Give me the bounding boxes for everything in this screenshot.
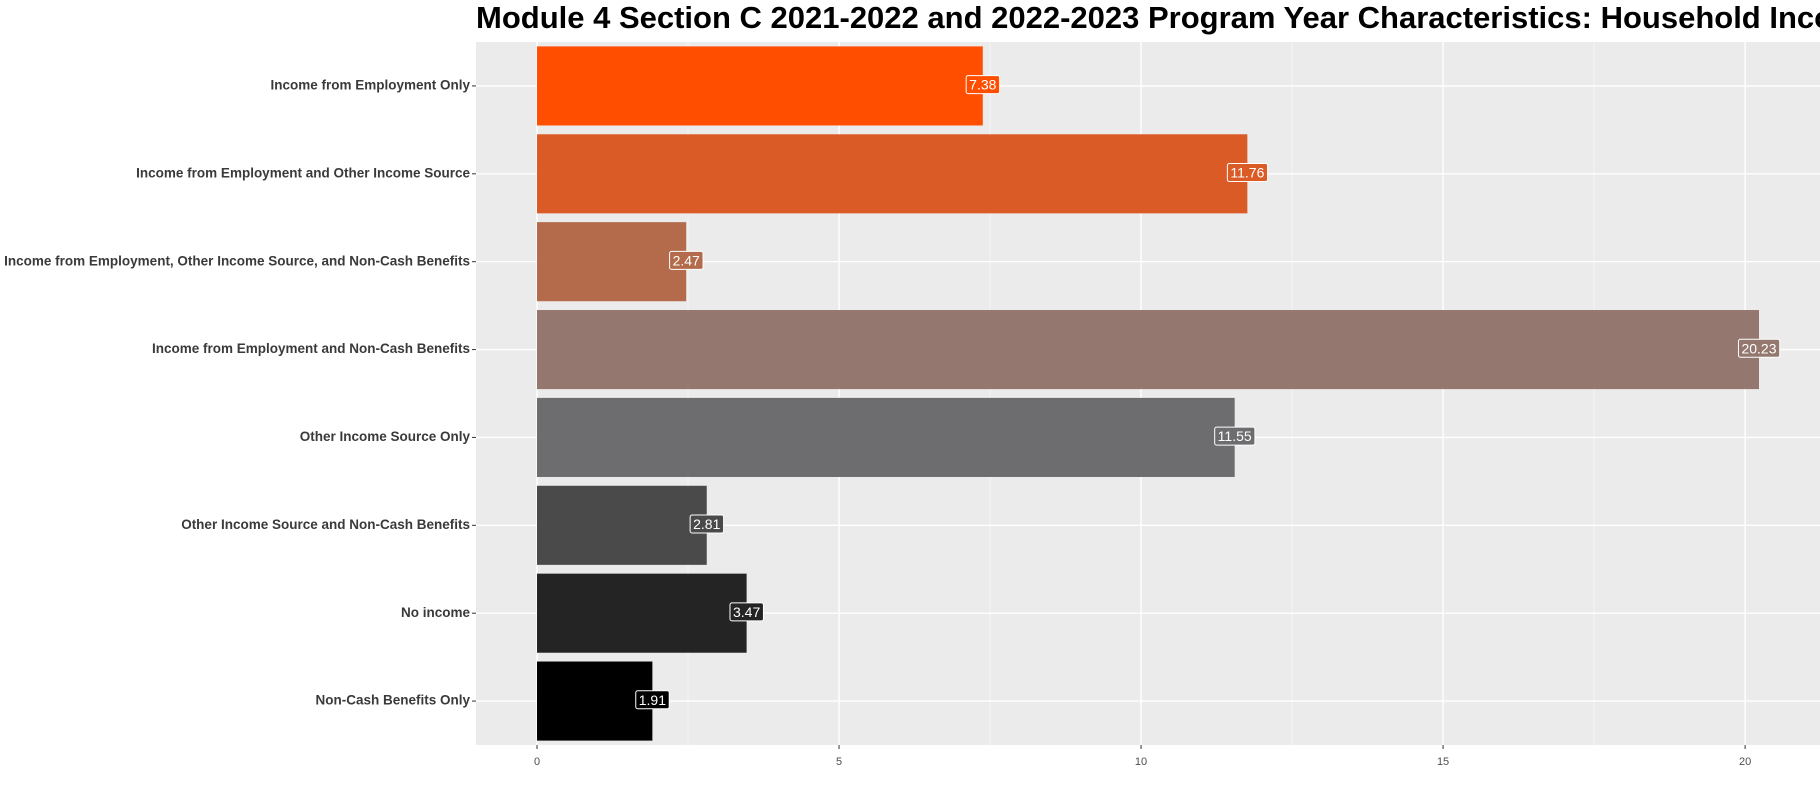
x-tick-label: 5 <box>836 756 842 768</box>
value-label-box <box>729 602 764 622</box>
value-label: 20.23 <box>1741 340 1776 356</box>
bar <box>537 134 1248 214</box>
bar <box>537 485 707 565</box>
value-label: 11.76 <box>1230 165 1264 181</box>
value-label: 1.91 <box>639 692 666 708</box>
value-label-box <box>689 514 725 534</box>
y-tick-label: Income from Employment and Other Income … <box>136 165 470 180</box>
y-tick-label: Non-Cash Benefits Only <box>315 693 470 708</box>
y-tick-label: Other Income Source Only <box>300 429 471 444</box>
x-tick-label: 0 <box>534 756 540 768</box>
value-label: 2.81 <box>693 516 720 532</box>
x-tick-label: 15 <box>1437 756 1449 768</box>
value-label: 3.47 <box>733 604 760 620</box>
value-label-box <box>635 690 670 710</box>
value-label-box <box>669 250 704 270</box>
bar <box>537 573 747 653</box>
value-label: 7.38 <box>969 77 996 93</box>
y-tick-label: Income from Employment and Non-Cash Bene… <box>152 341 470 356</box>
value-label-box <box>1214 426 1256 446</box>
y-tick-label: Income from Employment Only <box>270 78 470 93</box>
x-tick-label: 10 <box>1135 756 1147 768</box>
bar <box>537 310 1759 390</box>
y-tick-label: No income <box>401 605 471 620</box>
bar <box>537 397 1235 477</box>
value-label: 11.55 <box>1218 428 1252 444</box>
x-tick-label: 20 <box>1739 756 1751 768</box>
bar <box>537 661 653 741</box>
bar <box>537 46 983 126</box>
value-label-box <box>965 75 1001 95</box>
value-label-box <box>1737 338 1781 358</box>
chart-title: Module 4 Section C 2021-2022 and 2022-20… <box>476 0 1820 35</box>
value-label: 2.47 <box>673 252 700 268</box>
y-tick-label: Other Income Source and Non-Cash Benefit… <box>181 517 470 532</box>
bar <box>537 222 687 302</box>
y-tick-label: Income from Employment, Other Income Sou… <box>4 253 470 268</box>
value-label-box <box>1226 163 1269 183</box>
